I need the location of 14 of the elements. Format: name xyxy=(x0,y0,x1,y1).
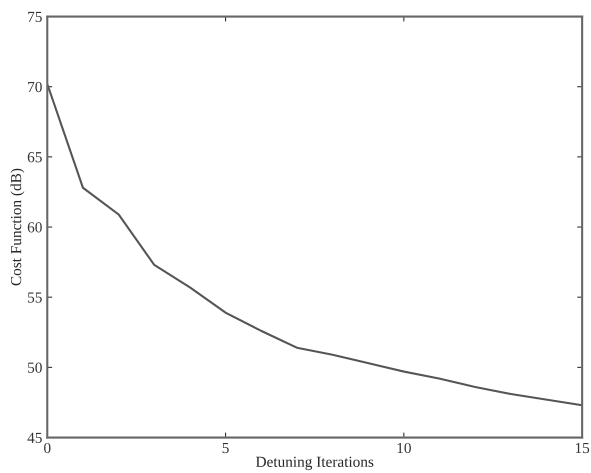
x-axis-title: Detuning Iterations xyxy=(256,456,374,470)
y-tick-label: 50 xyxy=(28,362,42,373)
y-tick-label: 45 xyxy=(27,432,42,443)
y-tick-label: 55 xyxy=(28,292,42,303)
y-tick-label: 70 xyxy=(28,82,42,92)
y-axis-title: Cost Function (dB) xyxy=(10,168,24,286)
y-tick-label: 60 xyxy=(28,222,42,232)
line-series xyxy=(47,82,582,406)
y-tick-label: 65 xyxy=(28,152,42,162)
x-tick-label: 10 xyxy=(398,442,411,454)
x-tick-label: 5 xyxy=(222,442,229,454)
y-tick-label: 75 xyxy=(28,12,42,22)
x-tick-label: 0 xyxy=(44,442,51,454)
x-tick-label: 15 xyxy=(576,442,590,454)
